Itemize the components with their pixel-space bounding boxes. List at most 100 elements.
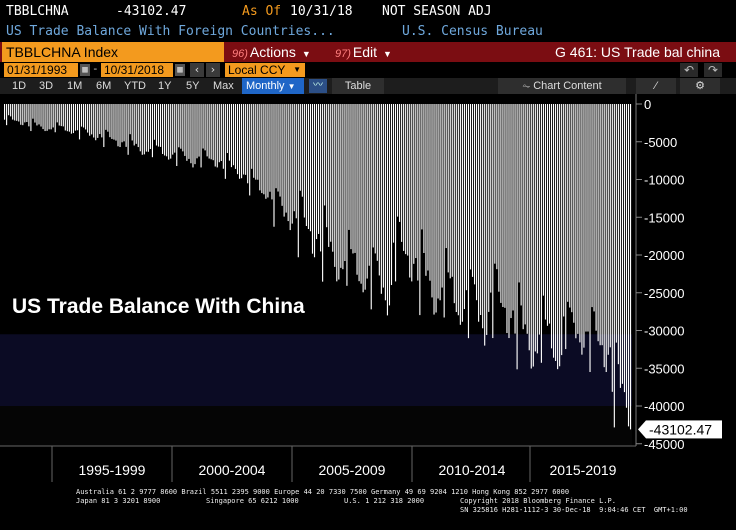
frequency-select[interactable]: Monthly ▼ — [242, 78, 304, 94]
line-chart-icon[interactable]: 〰 — [309, 79, 327, 93]
bar — [605, 104, 607, 373]
chart-icon: ⏦ — [522, 81, 534, 92]
bar-series — [4, 104, 632, 430]
bar — [224, 104, 226, 179]
bar — [356, 104, 358, 275]
period-1d[interactable]: 1D — [12, 80, 27, 92]
caret-down-icon: ▼ — [301, 49, 311, 59]
x-axis: 1995-1999 2000-2004 2005-2009 2010-2014 2015… — [0, 445, 636, 482]
bar — [48, 104, 50, 130]
period-3d[interactable]: 3D — [39, 80, 54, 92]
bar — [293, 104, 295, 212]
bar — [589, 104, 591, 373]
plot-band-lower — [0, 406, 632, 446]
annotate-icon[interactable]: ⁄ — [636, 78, 676, 94]
chart-content-button[interactable]: ⏦ Chart Content — [498, 78, 626, 94]
bar — [478, 104, 480, 322]
actions-menu[interactable]: 96) Actions ▼ — [232, 42, 311, 62]
bar — [332, 104, 334, 252]
bar — [42, 104, 44, 130]
bar — [113, 104, 115, 140]
bar — [127, 104, 129, 155]
security-description: US Trade Balance With Foreign Countries.… — [0, 24, 736, 42]
start-date-field[interactable]: 01/31/1993 — [4, 63, 78, 77]
bar — [498, 104, 500, 292]
bar — [607, 104, 609, 355]
bar — [415, 104, 417, 259]
bar — [289, 104, 291, 231]
undo-icon[interactable]: ↶ — [680, 63, 698, 77]
bar — [326, 104, 328, 228]
bar — [552, 104, 555, 358]
gear-icon[interactable]: ⚙ — [680, 78, 720, 94]
bar — [585, 104, 587, 332]
bar — [386, 104, 389, 316]
bar — [467, 104, 470, 339]
bar — [60, 104, 62, 127]
bar — [245, 104, 247, 175]
bar — [358, 104, 360, 282]
bar — [117, 104, 119, 147]
currency-select[interactable]: Local CCY ▼ — [225, 63, 305, 77]
frequency-value: Monthly — [246, 80, 285, 92]
bar — [352, 104, 354, 254]
bar — [275, 104, 277, 189]
bar — [577, 104, 579, 334]
bar — [121, 104, 123, 143]
bar — [174, 104, 176, 153]
bar — [210, 104, 212, 160]
period-5y[interactable]: 5Y — [186, 80, 200, 92]
bar — [255, 104, 257, 180]
bar — [451, 104, 453, 277]
y-tick-label: -45000 — [644, 437, 684, 452]
caret-down-icon: ▼ — [293, 65, 301, 74]
x-group-label: 2015-2019 — [550, 462, 617, 478]
bar — [425, 104, 427, 276]
bar — [388, 104, 391, 306]
edit-menu[interactable]: 97) Edit ▼ — [335, 42, 392, 62]
redo-icon[interactable]: ↷ — [704, 63, 722, 77]
bar — [212, 104, 214, 161]
chevron-left-icon[interactable]: ‹ — [190, 63, 204, 77]
bar — [354, 104, 356, 253]
bar — [469, 104, 472, 270]
bar — [54, 104, 56, 133]
bar — [512, 104, 514, 311]
bar — [443, 104, 445, 318]
bar — [534, 104, 536, 352]
bar — [520, 104, 522, 306]
bar — [372, 104, 374, 248]
period-1m[interactable]: 1M — [67, 80, 83, 92]
bar — [542, 104, 544, 296]
bar — [263, 104, 265, 195]
bar — [297, 104, 299, 258]
bar — [510, 104, 512, 319]
table-button[interactable]: Table — [332, 78, 384, 94]
last-value-marker: -43102.47 — [638, 420, 722, 439]
calendar-icon[interactable]: ▦ — [175, 64, 185, 76]
bar — [269, 104, 271, 192]
bar — [429, 104, 431, 281]
period-6m[interactable]: 6M — [96, 80, 112, 92]
footer-us: U.S. 1 212 318 2000 — [344, 497, 425, 505]
bar — [267, 104, 269, 198]
period-ytd[interactable]: YTD — [124, 80, 146, 92]
bar — [162, 104, 164, 154]
bar — [571, 104, 573, 313]
season-status: NOT SEASON ADJ — [382, 4, 492, 19]
period-max[interactable]: Max — [213, 80, 234, 92]
chevron-right-icon[interactable]: › — [206, 63, 220, 77]
calendar-icon[interactable]: ▦ — [80, 64, 90, 76]
bar — [58, 104, 60, 126]
period-1y[interactable]: 1Y — [158, 80, 172, 92]
end-date-field[interactable]: 10/31/2018 — [101, 63, 173, 77]
bar — [496, 104, 498, 270]
source-text: U.S. Census Bureau — [402, 24, 543, 39]
bar — [91, 104, 93, 135]
bar — [621, 104, 623, 384]
bar — [307, 104, 309, 229]
bar — [384, 104, 386, 301]
bar — [463, 104, 465, 310]
bar — [629, 104, 632, 430]
index-field[interactable]: TBBLCHNA Index — [2, 42, 224, 62]
